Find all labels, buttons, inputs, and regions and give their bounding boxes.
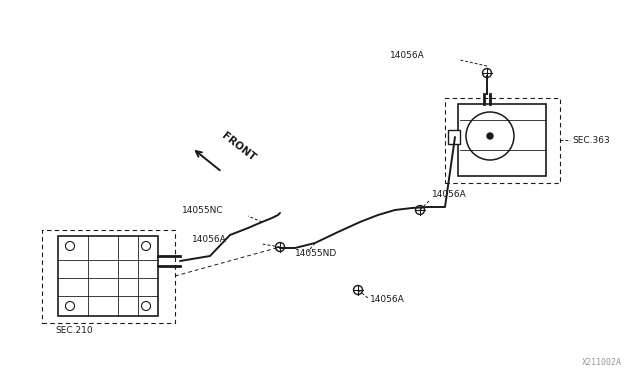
Text: 14055NC: 14055NC: [182, 206, 223, 215]
Text: SEC.363: SEC.363: [572, 135, 610, 144]
Text: 14056A: 14056A: [192, 235, 227, 244]
Text: 14056A: 14056A: [432, 190, 467, 199]
Text: 14055ND: 14055ND: [295, 249, 337, 258]
Text: 14056A: 14056A: [390, 51, 425, 60]
Circle shape: [487, 133, 493, 139]
Bar: [58, 236, 158, 316]
Text: X211002A: X211002A: [582, 358, 622, 367]
Text: 14056A: 14056A: [370, 295, 404, 304]
Bar: [448, 130, 460, 144]
Bar: [458, 104, 546, 176]
Text: SEC.210: SEC.210: [55, 326, 93, 335]
Text: FRONT: FRONT: [220, 131, 257, 163]
